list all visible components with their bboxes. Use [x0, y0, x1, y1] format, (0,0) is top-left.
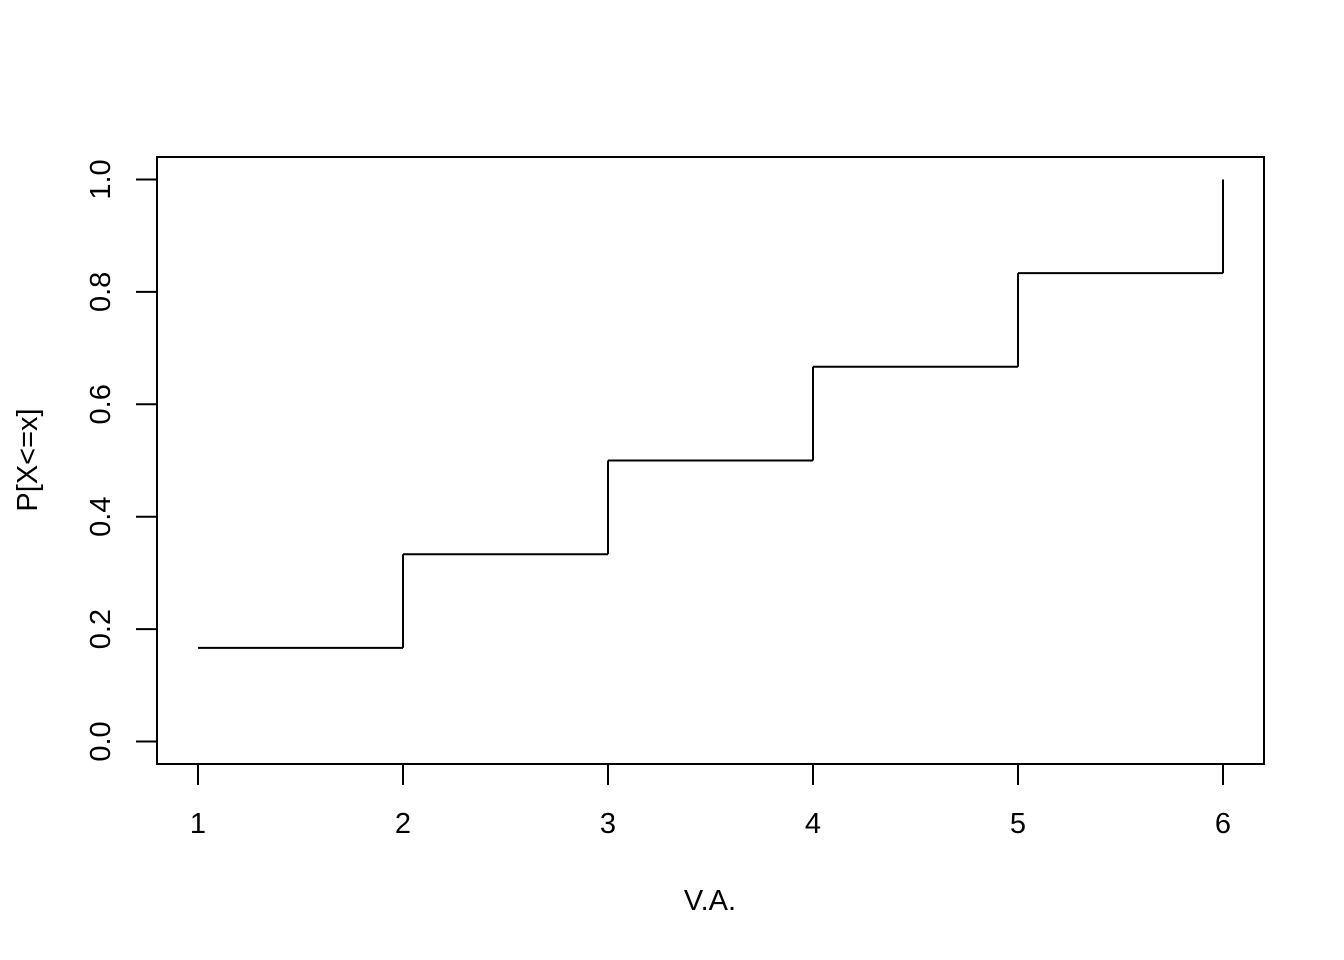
x-axis: 1 2 3 4 5 6 — [190, 763, 1231, 840]
x-tick-label: 1 — [190, 808, 206, 840]
x-axis-title: V.A. — [684, 885, 736, 917]
series-group — [198, 179, 1224, 649]
y-axis-title: P[X<=x] — [12, 408, 44, 511]
x-tick-label: 3 — [600, 808, 616, 840]
y-tick-label: 0.2 — [85, 609, 117, 649]
x-tick-label: 2 — [395, 808, 411, 840]
y-tick-label: 0.6 — [85, 384, 117, 424]
y-axis: 0.0 0.2 0.4 0.6 0.8 1.0 — [85, 159, 158, 762]
y-tick-label: 1.0 — [85, 159, 117, 199]
y-tick-label: 0.4 — [85, 497, 117, 537]
y-tick-label: 0.0 — [85, 721, 117, 761]
x-tick-label: 5 — [1010, 808, 1026, 840]
x-tick-label: 4 — [805, 808, 821, 840]
x-tick-label: 6 — [1215, 808, 1231, 840]
y-tick-label: 0.8 — [85, 272, 117, 312]
